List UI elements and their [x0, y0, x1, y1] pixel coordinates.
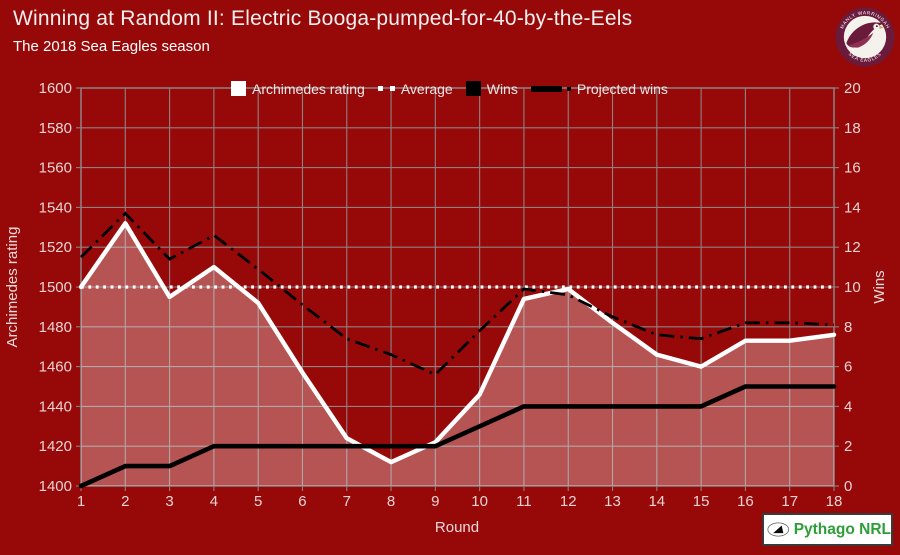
x-tick-label: 11 — [516, 493, 532, 510]
x-tick-label: 14 — [648, 493, 665, 510]
x-tick-label: 5 — [254, 493, 262, 510]
x-tick-label: 1 — [77, 493, 85, 510]
right-tick-label: 2 — [844, 438, 852, 455]
right-axis-title: Wins — [871, 270, 888, 303]
left-tick-label: 1600 — [39, 80, 72, 97]
page-title: Winning at Random II: Electric Booga-pum… — [13, 7, 633, 30]
average-dotted-marker-icon — [377, 86, 395, 91]
x-tick-label: 17 — [781, 493, 798, 510]
x-tick-label: 8 — [387, 493, 395, 510]
pythago-logo: Pythago NRL — [762, 513, 893, 546]
legend-label: Wins — [486, 80, 518, 97]
legend-label: Archimedes rating — [252, 80, 365, 97]
left-tick-label: 1440 — [39, 398, 72, 415]
x-tick-label: 15 — [693, 493, 710, 510]
x-tick-label: 12 — [560, 493, 577, 510]
legend-label: Projected wins — [576, 80, 668, 97]
x-tick-label: 18 — [826, 493, 843, 510]
right-tick-label: 16 — [844, 160, 861, 177]
x-tick-label: 2 — [121, 493, 129, 510]
left-tick-label: 1520 — [39, 239, 72, 256]
x-tick-label: 13 — [604, 493, 621, 510]
right-tick-label: 8 — [844, 319, 852, 336]
eagle-beak-icon — [879, 25, 884, 29]
right-tick-label: 10 — [844, 279, 861, 296]
x-tick-label: 16 — [737, 493, 754, 510]
right-tick-label: 14 — [844, 199, 861, 216]
legend-item-average: Average — [377, 80, 453, 97]
legend-item-projected-wins: Projected wins — [530, 80, 668, 97]
legend-item-wins: Wins — [465, 80, 518, 97]
left-tick-label: 1420 — [39, 438, 72, 455]
right-tick-label: 18 — [844, 120, 861, 137]
projected-dashdot-marker-icon — [530, 85, 571, 92]
left-tick-label: 1460 — [39, 359, 72, 376]
rating-line — [78, 221, 837, 465]
x-tick-label: 4 — [210, 493, 218, 510]
sea-eagles-logo: MANLY WARRINGAH SEA EAGLES — [835, 7, 895, 67]
x-tick-label: 9 — [431, 493, 439, 510]
right-tick-label: 12 — [844, 239, 861, 256]
left-axis-title: Archimedes rating — [4, 227, 21, 348]
left-tick-label: 1580 — [39, 120, 72, 137]
wins-swatch-icon — [465, 81, 481, 96]
legend-item-archimedes-rating: Archimedes rating — [231, 81, 365, 97]
x-axis-title: Round — [435, 519, 479, 536]
left-tick-label: 1500 — [39, 279, 72, 296]
page-subtitle: The 2018 Sea Eagles season — [13, 38, 210, 55]
rating-area-fill — [81, 223, 834, 486]
wins-line — [78, 384, 837, 489]
legend-label: Average — [400, 80, 453, 97]
left-tick-label: 1400 — [39, 478, 72, 495]
right-tick-label: 20 — [844, 80, 861, 97]
x-tick-label: 6 — [298, 493, 306, 510]
left-tick-label: 1560 — [39, 160, 72, 177]
pythago-sail-icon — [767, 522, 790, 537]
eagle-body-icon — [848, 32, 874, 48]
left-tick-label: 1480 — [39, 319, 72, 336]
rating-swatch-icon — [231, 81, 246, 96]
eagle-eye-icon — [875, 25, 878, 28]
x-tick-label: 10 — [471, 493, 488, 510]
header: Winning at Random II: Electric Booga-pum… — [13, 7, 632, 55]
legend: Archimedes rating Average Wins Projected… — [231, 80, 668, 97]
pythago-text: Pythago NRL — [793, 520, 891, 538]
right-tick-label: 6 — [844, 359, 852, 376]
x-tick-label: 7 — [343, 493, 351, 510]
left-tick-label: 1540 — [39, 199, 72, 216]
right-tick-label: 0 — [844, 478, 852, 495]
right-tick-label: 4 — [844, 398, 852, 415]
x-tick-label: 3 — [165, 493, 173, 510]
